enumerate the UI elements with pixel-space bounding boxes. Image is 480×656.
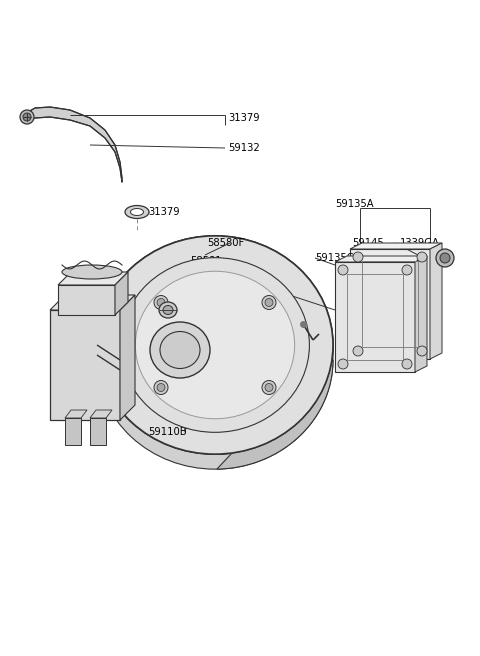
Ellipse shape: [97, 236, 333, 454]
Circle shape: [402, 265, 412, 275]
Bar: [347, 274, 403, 360]
Text: 59135C: 59135C: [315, 253, 354, 263]
Polygon shape: [50, 310, 120, 420]
Text: 1339GA: 1339GA: [400, 238, 440, 248]
Circle shape: [436, 249, 454, 267]
Polygon shape: [90, 410, 112, 418]
Ellipse shape: [20, 110, 34, 124]
Ellipse shape: [150, 322, 210, 378]
Polygon shape: [217, 345, 333, 469]
Circle shape: [417, 252, 427, 262]
Circle shape: [353, 252, 363, 262]
Polygon shape: [50, 295, 135, 310]
Circle shape: [154, 380, 168, 394]
Text: 1710AB: 1710AB: [220, 290, 259, 300]
Text: 59145: 59145: [352, 238, 384, 248]
Polygon shape: [28, 107, 122, 182]
Polygon shape: [115, 272, 128, 315]
Circle shape: [440, 253, 450, 263]
Text: 1362ND: 1362ND: [185, 273, 226, 283]
Circle shape: [338, 359, 348, 369]
Polygon shape: [415, 256, 427, 372]
Ellipse shape: [97, 236, 333, 454]
Ellipse shape: [163, 306, 173, 314]
Polygon shape: [430, 243, 442, 359]
Text: 58580F: 58580F: [207, 238, 244, 248]
Polygon shape: [120, 295, 135, 420]
Ellipse shape: [160, 331, 200, 369]
Text: 43779A: 43779A: [250, 350, 288, 360]
Circle shape: [353, 346, 363, 356]
Ellipse shape: [135, 271, 295, 419]
Polygon shape: [335, 262, 415, 372]
Circle shape: [265, 298, 273, 306]
Ellipse shape: [97, 251, 333, 469]
Polygon shape: [335, 256, 427, 262]
Ellipse shape: [131, 209, 144, 216]
Ellipse shape: [23, 113, 31, 121]
Ellipse shape: [120, 258, 310, 432]
Circle shape: [417, 346, 427, 356]
Ellipse shape: [159, 302, 177, 318]
Text: 59135A: 59135A: [335, 199, 373, 209]
Polygon shape: [350, 249, 430, 359]
Circle shape: [262, 295, 276, 310]
Polygon shape: [65, 410, 87, 418]
Circle shape: [154, 295, 168, 310]
Polygon shape: [58, 285, 115, 315]
Text: 31379: 31379: [148, 207, 180, 217]
Circle shape: [265, 384, 273, 392]
Polygon shape: [350, 243, 442, 249]
Text: 59132: 59132: [228, 143, 260, 153]
Polygon shape: [90, 418, 106, 445]
Text: 31379: 31379: [228, 113, 260, 123]
Ellipse shape: [125, 205, 149, 218]
Circle shape: [157, 298, 165, 306]
Circle shape: [262, 380, 276, 394]
Text: 59110B: 59110B: [148, 427, 187, 437]
Text: 59145: 59145: [250, 288, 282, 298]
Circle shape: [157, 384, 165, 392]
Circle shape: [338, 265, 348, 275]
Polygon shape: [58, 272, 128, 285]
Ellipse shape: [62, 265, 122, 279]
Polygon shape: [65, 418, 81, 445]
Text: 58581: 58581: [190, 256, 222, 266]
Bar: [362, 261, 418, 347]
Circle shape: [402, 359, 412, 369]
